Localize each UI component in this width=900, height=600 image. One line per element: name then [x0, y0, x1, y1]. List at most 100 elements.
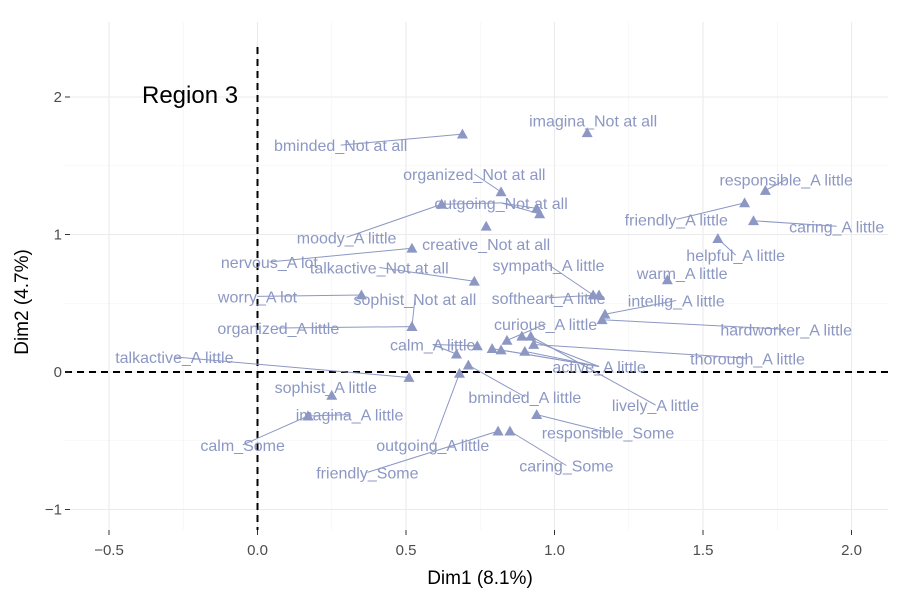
- data-point-marker: [596, 314, 608, 325]
- label-leader-line: [548, 264, 594, 296]
- label-leader-line: [257, 294, 362, 297]
- plot-grid: [65, 22, 888, 530]
- x-axis-title: Dim1 (8.1%): [427, 568, 533, 589]
- data-point-marker: [495, 344, 507, 355]
- label-leader-line: [432, 344, 478, 347]
- label-leader-line: [432, 344, 457, 355]
- data-point-marker: [468, 275, 480, 286]
- point-label: softheart_A little: [492, 291, 606, 308]
- x-tick-label: 1.5: [693, 542, 714, 559]
- y-tick-label: −1: [45, 502, 62, 519]
- label-leader-line: [278, 326, 412, 329]
- point-label: outgoing_Not at all: [434, 196, 567, 213]
- point-label: sympath_A little: [493, 258, 605, 275]
- point-label: organized_Not at all: [403, 167, 545, 184]
- label-leader-line: [367, 430, 499, 473]
- point-label: nervous_A lot: [221, 255, 319, 272]
- label-leader-line: [441, 202, 502, 205]
- data-point-marker: [712, 233, 724, 244]
- point-label: hardworker_A little: [720, 322, 852, 339]
- data-point-marker: [501, 334, 513, 345]
- x-tick-label: 2.0: [841, 542, 862, 559]
- point-label: caring_A little: [789, 219, 884, 236]
- data-point-marker: [480, 220, 492, 231]
- data-point-marker: [759, 185, 771, 195]
- data-point-marker: [504, 425, 516, 436]
- data-point-marker: [403, 372, 415, 382]
- data-point-marker: [525, 330, 537, 341]
- x-tick-label: 0.0: [247, 542, 268, 559]
- label-leader-line: [604, 300, 677, 315]
- point-label: thorough_A little: [690, 351, 805, 368]
- data-point-marker: [581, 127, 593, 138]
- data-point-marker: [436, 198, 448, 209]
- data-point-marker: [456, 128, 468, 139]
- data-point-marker: [471, 340, 483, 351]
- label-leader-line: [536, 414, 609, 433]
- label-leader-lines: [174, 133, 837, 473]
- y-tick-label: 2: [54, 89, 62, 106]
- point-label: sophist_A little: [275, 380, 377, 397]
- data-point-marker: [495, 186, 507, 197]
- data-points: [302, 127, 771, 436]
- label-leader-line: [346, 203, 442, 238]
- data-point-marker: [453, 367, 465, 378]
- label-leader-line: [753, 220, 837, 227]
- y-axis-title: Dim2 (4.7%): [12, 249, 33, 355]
- data-point-marker: [462, 359, 474, 370]
- point-label: organized_A little: [217, 321, 339, 338]
- region-annotation: Region 3: [142, 82, 238, 109]
- data-point-marker: [355, 289, 367, 300]
- data-point-marker: [661, 274, 673, 285]
- data-point-marker: [302, 410, 314, 421]
- point-label: responsible_Some: [542, 426, 675, 443]
- point-label: imagina_Not at all: [529, 113, 657, 130]
- label-leader-line: [269, 247, 412, 263]
- point-label: creative_Not at all: [422, 237, 550, 254]
- label-leader-line: [379, 267, 475, 282]
- axis-ticks: −0.5 0.0 0.5 1.0 1.5 2.0 −1 0 1 2: [45, 89, 862, 559]
- point-label: calm_Some: [200, 438, 285, 455]
- reference-lines: [65, 47, 888, 530]
- point-label: talkactive_A little: [115, 350, 233, 367]
- data-point-marker: [516, 330, 528, 341]
- label-leader-line: [432, 373, 460, 446]
- x-tick-label: 1.0: [544, 542, 565, 559]
- x-tick-label: −0.5: [94, 542, 124, 559]
- label-leader-line: [242, 415, 309, 446]
- point-label: moody_A little: [297, 230, 397, 247]
- y-tick-label: 0: [54, 364, 62, 381]
- point-label: curious_A little: [494, 317, 597, 334]
- point-labels: imagina_Not at all bminded_Not at all orga…: [115, 113, 884, 482]
- point-label: lively_A little: [612, 398, 699, 415]
- label-leader-line: [500, 202, 537, 209]
- point-label: responsible_A little: [719, 173, 853, 190]
- data-point-marker: [739, 197, 751, 208]
- point-label: intellig_A little: [628, 294, 725, 311]
- label-leader-line: [506, 323, 546, 341]
- data-point-marker: [492, 425, 504, 436]
- data-point-marker: [519, 345, 531, 356]
- label-leader-line: [765, 179, 787, 191]
- point-label: friendly_Some: [316, 465, 418, 482]
- point-label: talkactive_Not at all: [310, 261, 449, 278]
- data-point-marker: [326, 389, 338, 400]
- label-leader-line: [533, 344, 748, 359]
- x-tick-label: 0.5: [396, 542, 417, 559]
- data-point-marker: [531, 409, 543, 420]
- point-label: sophist_Not at all: [354, 292, 477, 309]
- point-label: active_A little: [552, 360, 645, 377]
- point-label: imagina_A little: [296, 408, 404, 425]
- data-point-marker: [528, 339, 540, 349]
- data-point-marker: [593, 289, 605, 300]
- data-point-marker: [406, 321, 418, 332]
- label-leader-line: [474, 173, 502, 193]
- point-label: bminded_A little: [468, 390, 581, 407]
- data-point-marker: [486, 343, 498, 354]
- label-leader-line: [340, 133, 463, 146]
- data-point-marker: [534, 208, 546, 219]
- point-label: bminded_Not at all: [274, 138, 407, 155]
- y-tick-label: 1: [54, 227, 62, 244]
- label-leader-line: [509, 430, 567, 466]
- point-label: worry_A lot: [217, 289, 298, 306]
